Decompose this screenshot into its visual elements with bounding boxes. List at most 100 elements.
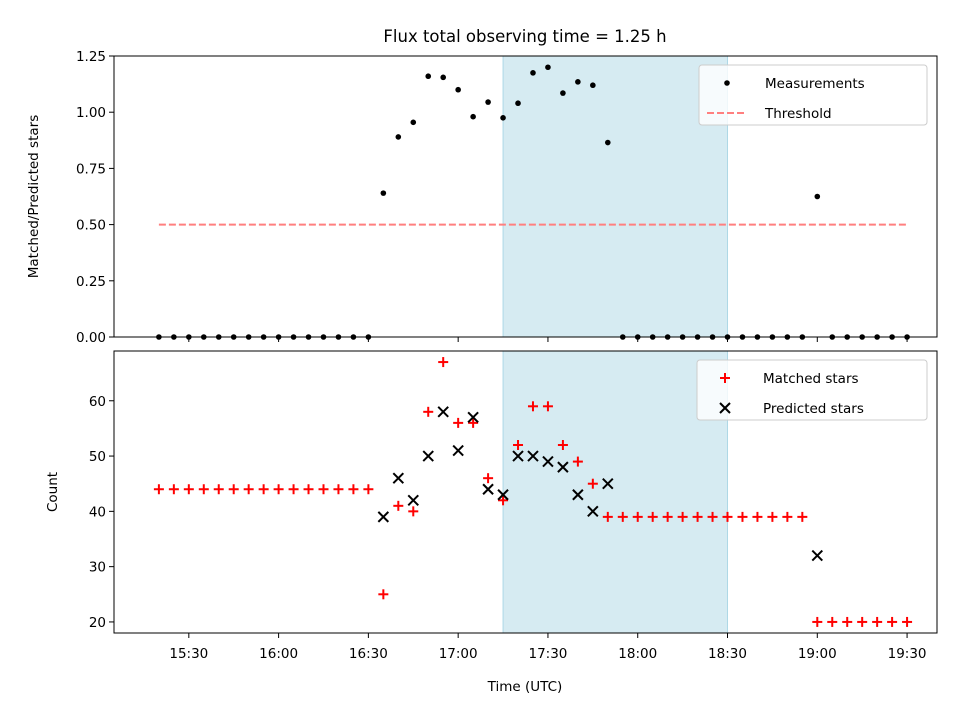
top-panel-legend: Measurements Threshold	[698, 64, 928, 126]
top-panel-y-tick-label: 0.00	[76, 330, 106, 346]
measurements-point	[455, 86, 461, 93]
matched-stars-point	[378, 589, 389, 600]
matched-stars-point	[228, 484, 239, 495]
predicted-stars-point	[542, 455, 554, 468]
matched-stars-point	[617, 511, 628, 522]
matched-stars-point	[288, 484, 299, 495]
measurements-point	[560, 90, 566, 96]
predicted-stars-legend-marker	[719, 402, 731, 414]
predicted-stars-point	[482, 483, 494, 495]
top-panel-y-tick-label: 1.00	[76, 105, 106, 121]
predicted-stars-point	[527, 450, 539, 462]
x-tick-label: 18:30	[708, 646, 747, 662]
matched-stars-point	[542, 401, 553, 412]
bottom-panel: 20 30 40 50 60 15:30 16:00 16:30 17:00 17:30 18:00…	[45, 350, 938, 662]
predicted-stars-point	[811, 549, 823, 562]
bottom-panel-y-tick-label: 50	[89, 449, 106, 465]
measurements-point	[814, 193, 821, 200]
matched-stars-point	[662, 511, 673, 522]
matched-stars-point	[213, 484, 224, 495]
measurements-point	[575, 79, 581, 85]
matched-stars-point	[393, 500, 404, 511]
measurements-point	[395, 134, 402, 140]
bottom-panel-frame	[113, 350, 938, 634]
x-axis-label: Time (UTC)	[487, 679, 563, 695]
measurements-point	[530, 70, 536, 76]
top-panel: 0.00 0.25 0.50 0.75 1.00 1.25 Matched/Predict…	[26, 49, 938, 346]
matched-stars-point	[527, 401, 538, 412]
predicted-stars-point	[407, 494, 419, 507]
top-panel-y-tick-label: 0.75	[76, 161, 106, 177]
measurements-legend-label: Measurements	[765, 76, 865, 92]
measurements-point	[425, 73, 432, 80]
top-panel-y-tick-label: 0.25	[76, 274, 106, 290]
x-tick-label: 19:30	[888, 646, 927, 662]
measurements-point	[590, 82, 596, 89]
x-tick-label: 16:00	[259, 646, 298, 662]
measurements-point	[545, 64, 551, 71]
predicted-stars-legend-label: Predicted stars	[763, 401, 864, 417]
matched-stars-point	[752, 511, 763, 522]
matched-stars-point	[453, 417, 464, 428]
predicted-stars-point	[452, 444, 464, 457]
measurements-point	[605, 139, 611, 146]
x-tick-label: 15:30	[169, 646, 208, 662]
measurements-point	[380, 190, 387, 196]
matched-stars-legend-marker	[720, 373, 730, 383]
matched-stars-point	[587, 478, 598, 489]
predicted-stars-point	[392, 472, 405, 484]
matched-stars-point	[842, 616, 853, 627]
measurements-point	[410, 119, 417, 126]
top-panel-frame	[113, 55, 938, 338]
matched-stars-point	[872, 616, 883, 627]
matched-stars-point	[812, 616, 823, 627]
bottom-panel-legend: Matched stars Predicted stars	[696, 359, 928, 421]
matched-stars-point	[333, 484, 344, 495]
matched-stars-point	[243, 484, 254, 495]
measurements-point	[440, 74, 447, 81]
matched-stars-point	[557, 440, 568, 450]
matched-stars-point	[468, 417, 479, 428]
matched-stars-point	[303, 484, 314, 495]
measurements-point	[485, 99, 491, 105]
predicted-stars-point	[437, 406, 449, 418]
matched-stars-legend-label: Matched stars	[763, 371, 859, 387]
matched-stars-point	[857, 616, 868, 627]
matched-stars-point	[183, 484, 194, 495]
matched-stars-point	[632, 511, 643, 522]
predicted-stars-point	[512, 450, 524, 462]
predicted-stars-point	[587, 505, 599, 518]
matched-stars-point	[902, 616, 913, 627]
measurements-legend-marker	[724, 80, 730, 86]
matched-stars-point	[498, 495, 509, 506]
top-panel-legend-box	[698, 64, 928, 126]
matched-stars-point	[887, 616, 898, 627]
predicted-stars-point	[557, 461, 569, 473]
measurements-point	[470, 113, 476, 120]
matched-stars-point	[258, 484, 269, 495]
threshold-legend-label: Threshold	[764, 106, 832, 122]
matched-stars-point	[647, 511, 658, 522]
predicted-stars-point	[497, 489, 509, 501]
bottom-panel-y-axis-label: Count	[45, 472, 61, 512]
matched-stars-point	[408, 506, 419, 517]
matched-stars-point	[572, 456, 583, 467]
bottom-panel-y-tick-label: 40	[89, 504, 106, 520]
x-tick-label: 17:00	[439, 646, 478, 662]
top-panel-observing-window	[503, 56, 728, 337]
x-tick-label: 18:00	[618, 646, 657, 662]
matched-stars-point	[438, 357, 449, 368]
bottom-panel-y-tick-label: 30	[89, 560, 106, 576]
matched-stars-point	[483, 473, 494, 484]
predicted-stars-point	[422, 450, 434, 462]
measurements-point	[515, 100, 521, 107]
predicted-stars-point	[602, 477, 614, 490]
matched-stars-point	[423, 406, 434, 417]
matched-stars-point	[782, 511, 793, 522]
matched-stars-point	[513, 440, 524, 450]
measurements-point	[500, 115, 506, 121]
top-panel-y-axis-label: Matched/Predicted stars	[26, 115, 42, 278]
matched-stars-point	[198, 484, 209, 495]
matched-stars-point	[692, 511, 703, 522]
